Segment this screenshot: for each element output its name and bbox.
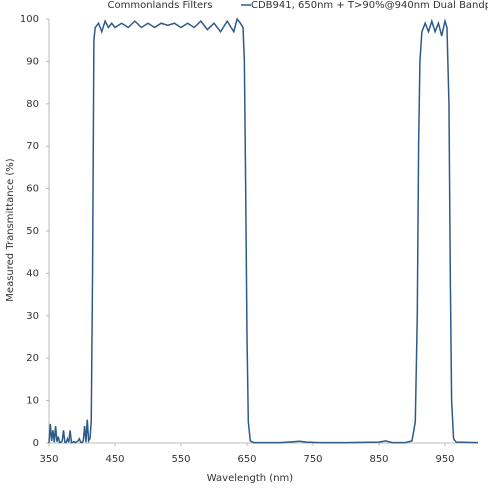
y-tick-label: 30: [26, 311, 39, 322]
y-tick-label: 50: [26, 226, 39, 237]
y-tick-label: 90: [26, 56, 39, 67]
y-tick-label: 20: [26, 353, 39, 364]
y-tick-label: 0: [33, 438, 39, 449]
y-tick-label: 40: [26, 268, 39, 279]
y-tick-label: 80: [26, 99, 39, 110]
x-tick-label: 950: [435, 454, 454, 465]
y-tick-label: 100: [20, 14, 39, 25]
y-tick-label: 60: [26, 184, 39, 195]
x-tick-label: 350: [39, 454, 58, 465]
x-tick-label: 550: [171, 454, 190, 465]
y-axis-label: Measured Transmittance (%): [5, 158, 16, 302]
y-tick-label: 10: [26, 396, 39, 407]
series-line: [48, 17, 479, 444]
x-tick-label: 750: [303, 454, 322, 465]
x-tick-label: 450: [105, 454, 124, 465]
legend-label: CDB941, 650nm + T>90%@940nm Dual Bandpas…: [251, 0, 488, 11]
x-tick-label: 650: [237, 454, 256, 465]
chart-title: Commonlands Filters: [108, 0, 213, 11]
x-tick-label: 850: [369, 454, 388, 465]
y-tick-label: 70: [26, 141, 39, 152]
x-axis-label: Wavelength (nm): [207, 473, 293, 484]
